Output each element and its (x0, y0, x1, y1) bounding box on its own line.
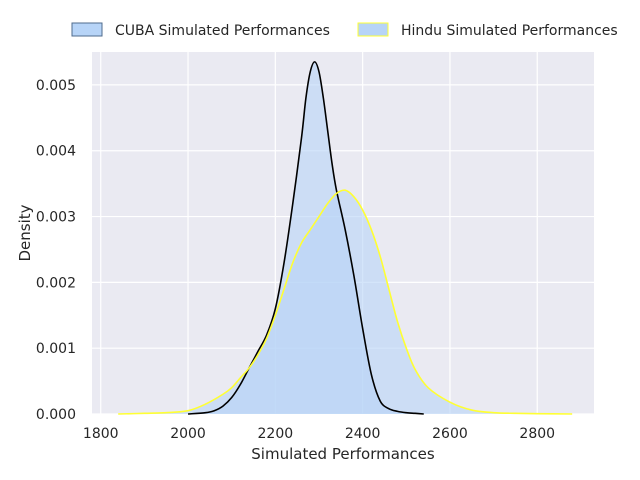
density-line-hindu (118, 189, 573, 415)
legend-label-hindu: Hindu Simulated Performances (401, 23, 618, 39)
legend-swatch-cuba (71, 22, 103, 37)
legend: CUBA Simulated Performances Hindu Simula… (71, 22, 618, 39)
x-tick-label: 2200 (258, 426, 294, 442)
x-tick-labels: 1800 2000 2200 2400 2600 2800 (83, 426, 555, 442)
y-tick-label: 0.001 (36, 341, 76, 357)
y-tick-label: 0.002 (36, 275, 76, 291)
legend-item-hindu: Hindu Simulated Performances (357, 22, 618, 39)
y-tick-label: 0.005 (36, 78, 76, 94)
x-axis-label: Simulated Performances (251, 445, 435, 463)
x-tick-label: 2400 (345, 426, 381, 442)
legend-item-cuba: CUBA Simulated Performances (71, 22, 330, 39)
y-tick-labels: 0.000 0.001 0.002 0.003 0.004 0.005 (36, 78, 76, 423)
density-line-cuba (187, 61, 424, 415)
density-lines (118, 61, 573, 415)
x-tick-label: 1800 (83, 426, 119, 442)
x-tick-label: 2800 (519, 426, 555, 442)
density-fills (118, 61, 573, 415)
legend-swatch-hindu (357, 22, 389, 37)
y-tick-label: 0.004 (36, 144, 76, 160)
y-tick-label: 0.003 (36, 210, 76, 226)
y-tick-label: 0.000 (36, 407, 76, 423)
y-axis-label: Density (16, 204, 34, 261)
x-tick-label: 2600 (432, 426, 468, 442)
density-fill-hindu (118, 190, 573, 414)
x-tick-label: 2000 (170, 426, 206, 442)
legend-label-cuba: CUBA Simulated Performances (115, 23, 330, 39)
